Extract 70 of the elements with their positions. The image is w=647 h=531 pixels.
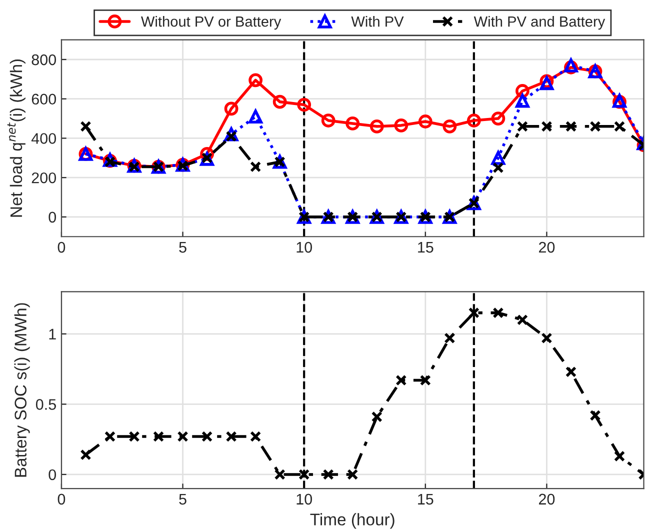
x-tick-label: 5 [179,242,186,253]
point [104,430,116,442]
point [177,430,188,442]
point [297,98,312,112]
y-tick-label: 0 [48,469,56,480]
point [565,120,577,132]
point [226,430,237,442]
y-tick-label: 400 [31,133,56,144]
y-axis-title: Battery SOC s(i) (MWh) [14,303,30,477]
point [80,449,92,460]
point [491,112,506,126]
point [347,468,358,480]
point [541,120,552,132]
x-tick-label: 15 [418,494,434,505]
x-tick-label: 10 [296,242,312,253]
point [152,430,164,442]
point [272,94,287,109]
point [371,411,382,422]
point [492,162,504,174]
point [442,119,457,134]
legend-label: With PV [351,16,404,27]
y-tick-label: 1 [49,328,56,340]
point [370,119,384,134]
x-tick-label: 15 [418,242,434,253]
y-tick-label: 800 [32,54,56,66]
point [274,468,286,480]
y-tick-label: 200 [32,172,56,184]
point [250,161,262,172]
x-tick-label: 5 [179,494,186,505]
x-tick-label: 0 [58,494,66,505]
y-tick-label: 0 [48,212,56,223]
x-axis-title: Time (hour) [310,513,394,529]
point [396,374,407,386]
legend-label: With PV and Battery [474,16,606,30]
point [80,120,92,132]
point [224,102,238,116]
point [614,450,626,462]
point [418,114,432,128]
point [420,374,431,386]
point [250,430,262,442]
x-tick-label: 20 [538,242,555,253]
x-tick-label: 10 [296,494,312,505]
point [590,120,601,132]
point [565,366,577,378]
point [394,118,408,132]
point [590,410,601,421]
y-tick-label: 600 [32,94,56,105]
point [491,150,506,165]
point [128,430,140,442]
point [248,110,263,124]
point [321,114,336,128]
point [516,94,530,108]
point [492,307,504,318]
y-tick-label: 0.5 [36,399,56,410]
point [201,430,213,442]
point [466,114,481,128]
y-axis-title: Net load q$^{net}$(i) (kWh) [7,59,26,217]
point [541,332,552,344]
point [516,314,528,326]
point [298,468,310,480]
point [346,116,360,130]
point [444,332,456,344]
x-tick-label: 0 [58,242,66,253]
point [614,120,626,132]
point [516,120,528,132]
x-tick-label: 20 [538,494,555,505]
point [322,468,334,480]
point [468,307,480,318]
point [248,73,263,88]
legend-label: Without PV or Battery [141,16,282,30]
